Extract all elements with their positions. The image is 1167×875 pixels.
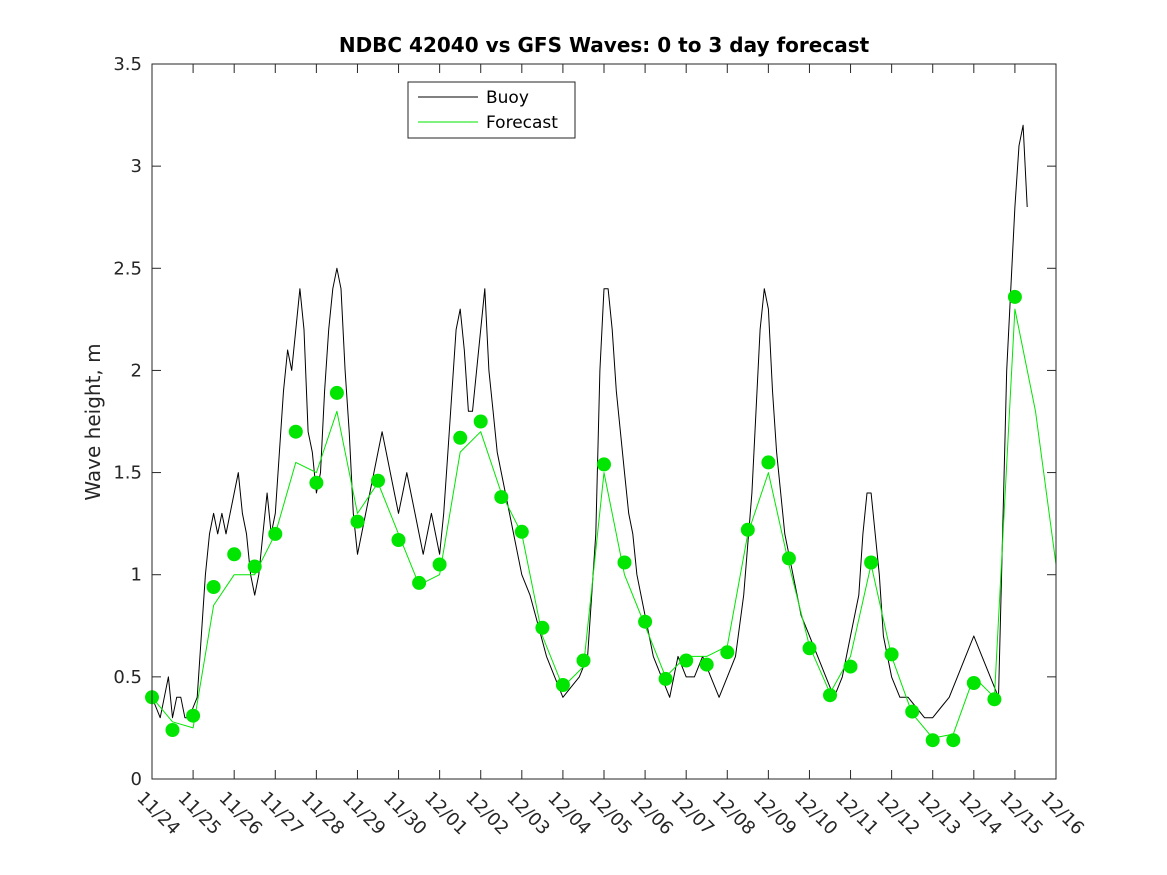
series-line-buoy bbox=[151, 124, 1028, 719]
forecast-marker bbox=[987, 692, 1002, 707]
forecast-marker bbox=[740, 522, 755, 537]
y-tick-label: 2 bbox=[131, 360, 142, 381]
forecast-marker bbox=[1007, 289, 1022, 304]
x-tick-label: 12/03 bbox=[502, 788, 554, 840]
x-tick-label: 12/06 bbox=[626, 788, 678, 840]
forecast-marker bbox=[925, 733, 940, 748]
chart-title: NDBC 42040 vs GFS Waves: 0 to 3 day fore… bbox=[339, 33, 870, 57]
forecast-marker bbox=[473, 414, 488, 429]
x-tick-label: 12/10 bbox=[790, 788, 842, 840]
forecast-marker bbox=[823, 688, 837, 703]
forecast-marker bbox=[802, 641, 817, 656]
forecast-marker bbox=[453, 430, 468, 445]
forecast-marker bbox=[576, 653, 591, 668]
x-tick-label: 11/30 bbox=[379, 788, 431, 840]
x-tick-label: 11/28 bbox=[297, 788, 349, 840]
x-tick-label: 12/12 bbox=[872, 788, 924, 840]
forecast-marker bbox=[864, 555, 879, 570]
forecast-marker bbox=[227, 547, 242, 562]
forecast-marker bbox=[966, 676, 981, 690]
plot-area bbox=[152, 64, 1056, 779]
forecast-marker bbox=[597, 457, 611, 472]
x-tick-label: 12/13 bbox=[913, 788, 965, 840]
forecast-marker bbox=[186, 708, 201, 723]
y-axis-label: Wave height, m bbox=[81, 343, 105, 500]
legend-label-buoy: Buoy bbox=[486, 88, 529, 108]
forecast-marker bbox=[658, 671, 673, 686]
forecast-markers bbox=[145, 289, 1022, 748]
x-tick-label: 12/14 bbox=[954, 788, 1006, 840]
forecast-marker bbox=[371, 473, 385, 488]
forecast-marker bbox=[720, 645, 735, 660]
forecast-marker bbox=[843, 659, 858, 674]
forecast-marker bbox=[946, 733, 961, 748]
x-tick-label: 11/29 bbox=[338, 788, 390, 840]
legend-box bbox=[407, 81, 576, 139]
x-tick-label: 11/25 bbox=[174, 788, 226, 840]
forecast-marker bbox=[535, 620, 550, 635]
forecast-marker bbox=[165, 723, 180, 737]
plot-frame bbox=[151, 63, 1057, 780]
y-tick-label: 0 bbox=[131, 769, 142, 790]
forecast-marker bbox=[432, 557, 447, 572]
forecast-marker bbox=[350, 514, 365, 529]
forecast-marker bbox=[288, 424, 303, 439]
forecast-marker bbox=[699, 657, 714, 672]
forecast-marker bbox=[514, 524, 529, 539]
series-layer bbox=[151, 124, 1057, 739]
forecast-marker bbox=[617, 555, 632, 570]
legend: Buoy Forecast bbox=[407, 81, 576, 139]
forecast-marker bbox=[329, 385, 344, 400]
y-tick-label: 1 bbox=[131, 565, 142, 586]
x-tick-label: 12/09 bbox=[749, 788, 801, 840]
forecast-marker bbox=[412, 575, 427, 590]
forecast-marker bbox=[905, 704, 920, 719]
forecast-marker bbox=[268, 526, 283, 541]
series-line-forecast bbox=[151, 308, 1057, 739]
forecast-marker bbox=[761, 455, 776, 470]
y-tick-label: 1.5 bbox=[113, 463, 142, 484]
x-tick-label: 12/07 bbox=[667, 788, 719, 840]
y-tick-label: 2.5 bbox=[113, 258, 142, 279]
x-tick-label: 12/15 bbox=[995, 788, 1047, 840]
x-tick-label: 12/04 bbox=[543, 788, 595, 840]
x-tick-label: 12/01 bbox=[420, 788, 472, 840]
forecast-marker bbox=[391, 533, 406, 547]
y-tick-label: 3 bbox=[131, 156, 142, 177]
x-tick-label: 11/27 bbox=[256, 788, 308, 840]
forecast-marker bbox=[206, 580, 221, 594]
y-axis: 0 0.5 1 1.5 2 2.5 3 3.5 bbox=[113, 54, 1056, 790]
x-tick-label: 12/11 bbox=[831, 788, 883, 840]
x-tick-label: 12/02 bbox=[461, 788, 513, 840]
forecast-marker bbox=[781, 551, 796, 566]
x-tick-label: 12/16 bbox=[1036, 788, 1088, 840]
forecast-marker bbox=[309, 475, 324, 490]
forecast-marker bbox=[494, 490, 509, 505]
x-tick-label: 11/24 bbox=[132, 788, 184, 840]
x-tick-label: 12/08 bbox=[708, 788, 760, 840]
forecast-marker bbox=[884, 647, 899, 662]
forecast-marker bbox=[555, 678, 570, 692]
x-tick-label: 11/26 bbox=[215, 788, 267, 840]
y-tick-label: 0.5 bbox=[113, 667, 142, 688]
legend-label-forecast: Forecast bbox=[486, 113, 558, 133]
y-tick-label: 3.5 bbox=[113, 54, 142, 75]
forecast-marker bbox=[247, 559, 262, 574]
x-tick-label: 12/05 bbox=[584, 788, 636, 840]
forecast-marker bbox=[679, 653, 694, 668]
forecast-marker bbox=[638, 614, 653, 629]
